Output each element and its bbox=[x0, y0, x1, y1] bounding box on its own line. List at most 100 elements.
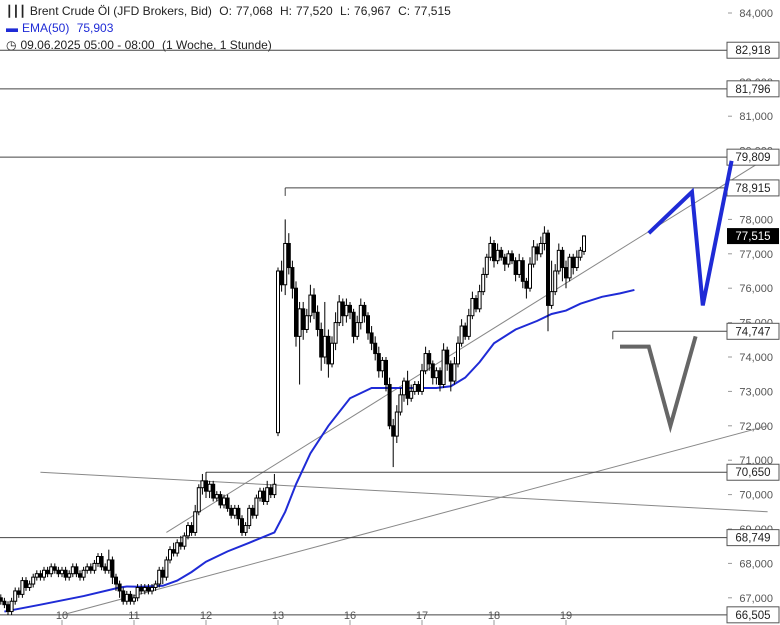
y-tick-label: 68,000 bbox=[739, 558, 773, 570]
candle-body bbox=[121, 590, 126, 602]
candle-body bbox=[110, 559, 115, 578]
candle-body bbox=[27, 583, 32, 588]
candle-body bbox=[434, 370, 439, 379]
candle-body bbox=[304, 315, 309, 330]
candle-body bbox=[477, 291, 482, 310]
candle-body bbox=[6, 604, 10, 613]
candle-body bbox=[470, 298, 475, 317]
candle-body bbox=[456, 342, 460, 365]
candle-body bbox=[218, 494, 223, 506]
candle-body bbox=[549, 291, 554, 306]
candle-body bbox=[506, 253, 511, 265]
candle-body bbox=[344, 304, 349, 317]
candle-body bbox=[85, 566, 90, 571]
candle-body bbox=[225, 497, 230, 509]
candle-body bbox=[553, 270, 558, 293]
level-price-box bbox=[726, 606, 780, 624]
candle-body bbox=[196, 487, 201, 513]
candle-body bbox=[49, 566, 54, 575]
candle-body bbox=[312, 294, 316, 313]
x-tick-label: 18 bbox=[488, 610, 500, 622]
candle-body bbox=[369, 332, 374, 344]
candle-body bbox=[229, 507, 234, 516]
candle-body bbox=[175, 542, 180, 554]
candle-body bbox=[31, 576, 36, 585]
candle-body bbox=[362, 304, 367, 317]
candle-body bbox=[214, 494, 219, 499]
candle-body bbox=[409, 390, 414, 399]
candle-body bbox=[99, 556, 104, 568]
candle-body bbox=[538, 242, 543, 255]
candle-body bbox=[200, 480, 205, 489]
y-tick-label: 70,000 bbox=[739, 490, 773, 502]
candle-body bbox=[380, 359, 385, 372]
candle-body bbox=[416, 384, 421, 392]
y-tick-label: 78,000 bbox=[739, 214, 773, 226]
candle-body bbox=[182, 535, 187, 547]
candle-body bbox=[157, 569, 162, 585]
current-price-box bbox=[727, 228, 779, 245]
level-price-box bbox=[726, 463, 780, 481]
level-price-box bbox=[726, 148, 780, 166]
candle-body bbox=[164, 559, 169, 578]
candle-body bbox=[150, 586, 154, 592]
projection-path-down[interactable] bbox=[620, 335, 698, 434]
candle-body bbox=[542, 232, 547, 244]
candle-body bbox=[168, 549, 172, 561]
candle-body bbox=[358, 304, 363, 324]
candle-body bbox=[2, 600, 7, 606]
candle-body bbox=[186, 525, 190, 537]
candle-body bbox=[294, 287, 298, 337]
candle-body bbox=[117, 583, 122, 592]
candle-body bbox=[488, 242, 493, 258]
level-price-box bbox=[726, 322, 780, 340]
projection-path-up[interactable] bbox=[647, 160, 734, 306]
candle-body bbox=[333, 322, 338, 344]
low-value: 76,967 bbox=[354, 4, 391, 18]
candle-body bbox=[517, 260, 522, 275]
candle-body bbox=[567, 256, 572, 279]
candle-body bbox=[524, 280, 529, 289]
x-tick-label: 19 bbox=[560, 610, 572, 622]
candle-body bbox=[546, 232, 550, 306]
trendline[interactable] bbox=[166, 157, 768, 533]
candle-body bbox=[20, 580, 25, 595]
candle-body bbox=[448, 363, 453, 382]
candle-body bbox=[481, 273, 486, 293]
candle-body bbox=[240, 518, 244, 533]
candle-body bbox=[528, 263, 532, 289]
candle-body bbox=[387, 384, 392, 427]
ema-swatch-icon: ▬ bbox=[6, 21, 18, 35]
candle-body bbox=[326, 335, 331, 365]
candle-body bbox=[254, 497, 259, 516]
candle-body bbox=[495, 249, 500, 262]
candle-body bbox=[520, 260, 525, 282]
trendline[interactable] bbox=[40, 471, 768, 513]
candle-body bbox=[510, 253, 514, 262]
level-price-label: 81,796 bbox=[735, 84, 770, 96]
candle-body bbox=[13, 590, 18, 602]
candle-body bbox=[45, 569, 50, 575]
candle-body bbox=[322, 335, 327, 358]
candle-body bbox=[423, 353, 428, 372]
trendline[interactable] bbox=[61, 425, 768, 616]
candle-body bbox=[391, 425, 396, 437]
candle-body bbox=[463, 325, 468, 337]
candle-body bbox=[261, 490, 266, 502]
candle-body bbox=[106, 559, 111, 571]
candle-body bbox=[376, 353, 381, 372]
candle-body bbox=[366, 315, 370, 334]
candle-body bbox=[405, 380, 410, 399]
chart-header-range: ◷ 09.06.2025 05:00 - 08:00 (1 Woche, 1 St… bbox=[6, 38, 276, 52]
candle-body bbox=[52, 566, 57, 571]
candle-body bbox=[258, 490, 262, 499]
x-tick-label: 13 bbox=[272, 610, 284, 622]
y-tick-label: 74,000 bbox=[739, 352, 773, 364]
candle-body bbox=[232, 507, 237, 516]
candle-body bbox=[398, 394, 403, 413]
level-price-label: 70,650 bbox=[735, 467, 770, 479]
y-tick-label: 72,000 bbox=[739, 421, 773, 433]
candle-body bbox=[96, 556, 100, 564]
candle-body bbox=[499, 249, 504, 258]
